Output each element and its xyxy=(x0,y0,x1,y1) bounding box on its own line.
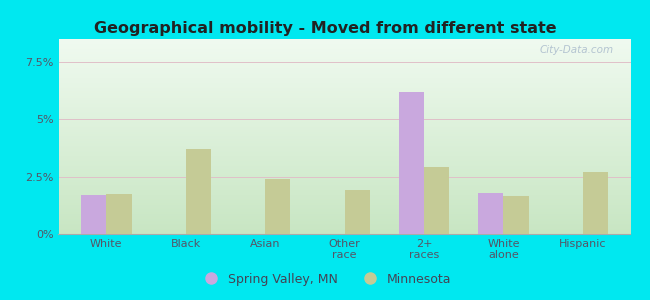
Legend: Spring Valley, MN, Minnesota: Spring Valley, MN, Minnesota xyxy=(194,268,456,291)
Bar xyxy=(186,149,211,234)
Text: Geographical mobility - Moved from different state: Geographical mobility - Moved from diffe… xyxy=(94,21,556,36)
Bar xyxy=(81,195,106,234)
Bar xyxy=(424,167,449,234)
Bar xyxy=(344,190,370,234)
Bar xyxy=(583,172,608,234)
Bar xyxy=(106,194,131,234)
Text: City-Data.com: City-Data.com xyxy=(540,45,614,55)
Bar xyxy=(503,196,529,234)
Bar xyxy=(478,193,503,234)
Bar xyxy=(265,179,291,234)
Bar xyxy=(398,92,424,234)
